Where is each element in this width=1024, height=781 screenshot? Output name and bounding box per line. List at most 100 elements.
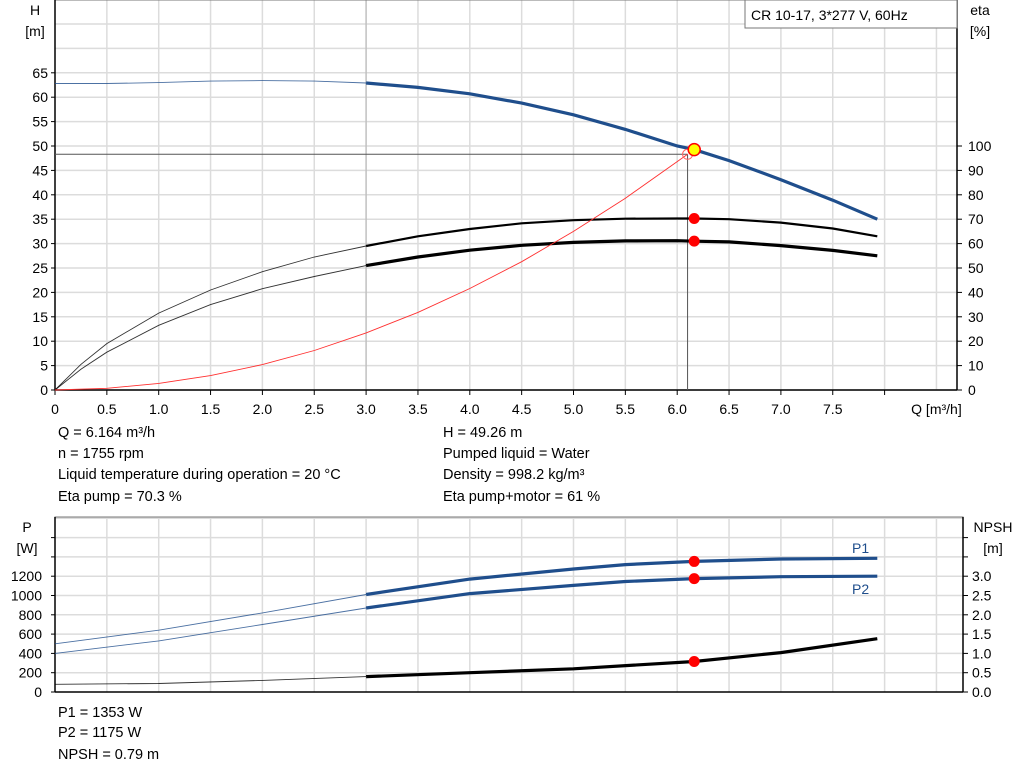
y-tick-label-left: 60 <box>32 89 48 105</box>
y-tick-label-right: 1.0 <box>972 645 992 661</box>
y-axis-label-right-unit: [m] <box>983 540 1002 556</box>
y-tick-label-right: 20 <box>968 333 984 349</box>
y-tick-label-right: 100 <box>968 138 992 154</box>
y-tick-label-right: 10 <box>968 358 984 374</box>
curve-eta-pump-motor-extrapolated <box>54 265 367 391</box>
x-tick-label: 4.5 <box>512 401 532 417</box>
series-label-p1: P1 <box>852 540 869 556</box>
y-tick-label-right: 2.5 <box>972 588 992 604</box>
curve-p2-extrapolated <box>54 607 367 654</box>
p1-point <box>688 555 700 567</box>
x-tick-label: 2.5 <box>305 401 325 417</box>
y-tick-label-right: 90 <box>968 162 984 178</box>
x-tick-label: 3.0 <box>356 401 376 417</box>
curve-p1-extrapolated <box>54 594 367 645</box>
y-tick-label-left: 1200 <box>11 568 42 584</box>
x-tick-label: 0.5 <box>97 401 117 417</box>
y-tick-label-left: 800 <box>19 607 43 623</box>
x-tick-label: 1.5 <box>201 401 221 417</box>
y-tick-label-left: 0 <box>40 382 48 398</box>
title-box <box>744 0 958 29</box>
y-tick-label-left: 5 <box>40 358 48 374</box>
y-tick-label-left: 1000 <box>11 588 42 604</box>
y-tick-label-left: 45 <box>32 162 48 178</box>
info-liquid: Pumped liquid = Water <box>443 446 590 462</box>
curve-p1 <box>365 556 878 597</box>
y-tick-label-left: 600 <box>19 626 43 642</box>
y-tick-label-right: 50 <box>968 260 984 276</box>
info-p1: P1 = 1353 W <box>58 705 143 721</box>
info-density: Density = 998.2 kg/m³ <box>443 467 585 483</box>
y-axis-label-right-unit: [%] <box>970 23 990 39</box>
y-tick-label-right: 60 <box>968 236 984 252</box>
y-axis-label-right: NPSH <box>974 519 1013 535</box>
y-tick-label-left: 20 <box>32 284 48 300</box>
x-tick-label: 7.5 <box>823 401 843 417</box>
info-head: H = 49.26 m <box>443 425 523 441</box>
y-tick-label-right: 1.5 <box>972 626 992 642</box>
x-tick-label: 0 <box>51 401 59 417</box>
y-axis-label-left: H <box>30 2 40 18</box>
y-tick-label-left: 400 <box>19 645 43 661</box>
y-tick-label-left: 65 <box>32 65 48 81</box>
y-tick-label-right: 70 <box>968 211 984 227</box>
x-tick-label: 3.5 <box>408 401 428 417</box>
y-tick-label-right: 2.0 <box>972 607 992 623</box>
info-q: Q = 6.164 m³/h <box>58 425 156 441</box>
y-axis-label-left-unit: [W] <box>17 540 38 556</box>
x-tick-label: 2.0 <box>253 401 273 417</box>
chart-title: CR 10-17, 3*277 V, 60Hz <box>751 7 908 23</box>
curve-npsh-extrapolated <box>54 676 367 685</box>
y-tick-label-left: 50 <box>32 138 48 154</box>
operating-point <box>687 142 701 157</box>
y-tick-label-right: 40 <box>968 284 984 300</box>
y-tick-label-left: 10 <box>32 333 48 349</box>
x-tick-label: 5.0 <box>564 401 584 417</box>
curve-H <box>365 81 878 221</box>
curve-eta-pump-motor <box>365 239 878 268</box>
y-tick-label-right: 30 <box>968 309 984 325</box>
info-p2: P2 = 1175 W <box>58 725 142 741</box>
y-tick-label-right: 80 <box>968 187 984 203</box>
y-axis-label-left-unit: [m] <box>25 23 44 39</box>
y-tick-label-right: 0.0 <box>972 684 992 700</box>
series-label-p2: P2 <box>852 581 869 597</box>
info-temperature: Liquid temperature during operation = 20… <box>58 467 341 483</box>
eta-pump-motor-point <box>688 235 700 247</box>
info-eta-pump-motor: Eta pump+motor = 61 % <box>443 489 601 505</box>
y-tick-label-left: 55 <box>32 114 48 130</box>
curve-npsh <box>366 637 878 679</box>
npsh-point <box>688 656 700 668</box>
curve-H-extrapolated <box>55 80 367 84</box>
x-tick-label: 6.0 <box>667 401 687 417</box>
x-tick-label: 1.0 <box>149 401 169 417</box>
x-tick-label: 6.5 <box>719 401 739 417</box>
y-tick-label-left: 40 <box>32 187 48 203</box>
y-tick-label-left: 35 <box>32 211 48 227</box>
y-axis-label-left: P <box>22 519 31 535</box>
x-tick-label: 5.5 <box>616 401 636 417</box>
y-tick-label-left: 200 <box>19 665 43 681</box>
y-tick-label-left: 30 <box>32 236 48 252</box>
plot-frame <box>54 516 964 693</box>
y-tick-label-right: 0.5 <box>972 665 992 681</box>
y-tick-label-left: 15 <box>32 309 48 325</box>
x-tick-label: 7.0 <box>771 401 791 417</box>
info-eta-pump: Eta pump = 70.3 % <box>58 489 182 505</box>
curve-p2 <box>365 574 878 610</box>
y-tick-label-left: 0 <box>34 684 42 700</box>
y-axis-label-right: eta <box>970 2 990 18</box>
x-tick-label: 4.0 <box>460 401 480 417</box>
x-axis-label: Q [m³/h] <box>911 401 962 417</box>
info-npsh: NPSH = 0.79 m <box>58 747 160 763</box>
curve-eta-pump <box>365 217 878 248</box>
y-tick-label-right: 3.0 <box>972 568 992 584</box>
info-speed: n = 1755 rpm <box>58 446 144 462</box>
curve-eta-pump-extrapolated <box>54 245 367 391</box>
eta-pump-point <box>688 212 700 224</box>
curve-system-curve <box>54 153 688 391</box>
y-tick-label-left: 25 <box>32 260 48 276</box>
p2-point <box>688 573 700 585</box>
y-tick-label-right: 0 <box>968 382 976 398</box>
